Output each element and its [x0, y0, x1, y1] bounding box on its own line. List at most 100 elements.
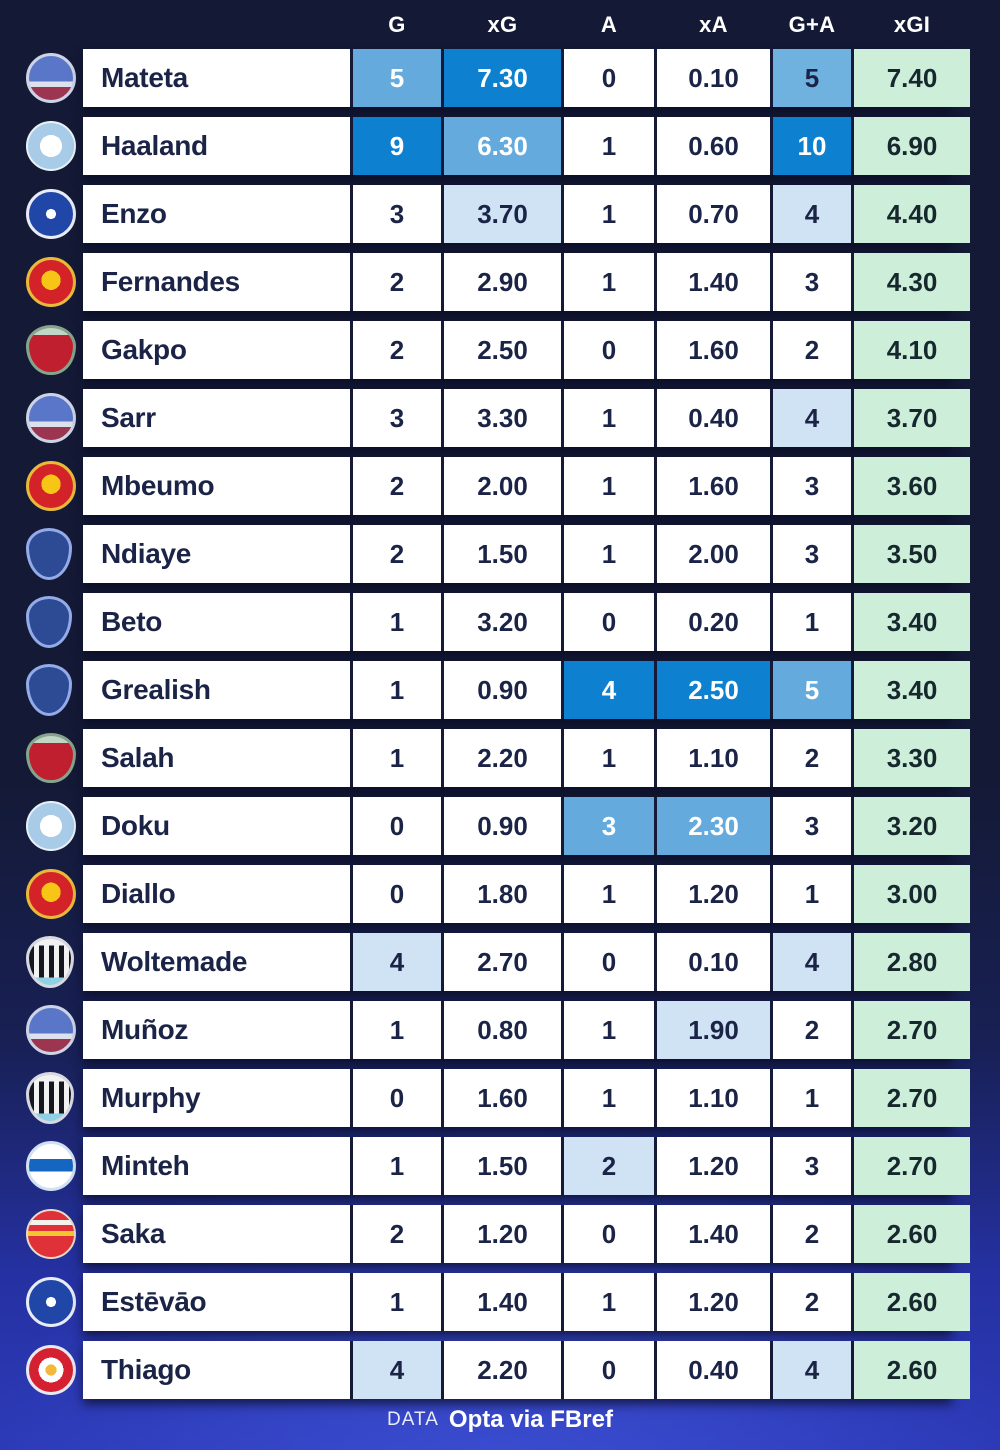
stat-xa: 0.10: [657, 49, 770, 107]
stat-g: 5: [353, 49, 441, 107]
stat-xg: 2.20: [444, 729, 561, 787]
stat-a: 0: [564, 1205, 654, 1263]
data-credit-label: DATA: [387, 1409, 439, 1430]
stat-xgi: 7.40: [854, 49, 970, 107]
newcastle-crest-icon: [26, 936, 74, 988]
man-city-crest-icon: [26, 121, 76, 171]
stat-g: 1: [353, 729, 441, 787]
player-name: Grealish: [83, 661, 350, 719]
stat-g: 2: [353, 1205, 441, 1263]
player-name: Mateta: [83, 49, 350, 107]
liverpool-crest-icon: [26, 325, 76, 375]
stat-xgi: 3.40: [854, 593, 970, 651]
stat-a: 0: [564, 933, 654, 991]
stat-g: 3: [353, 185, 441, 243]
stat-ga: 2: [773, 729, 851, 787]
club-logo-cell: [20, 1072, 83, 1124]
stat-xg: 2.70: [444, 933, 561, 991]
stat-xg: 1.50: [444, 525, 561, 583]
stat-a: 1: [564, 525, 654, 583]
stat-xg: 0.90: [444, 797, 561, 855]
table-row: Woltemade 4 2.70 0 0.10 4 2.80: [20, 933, 980, 991]
club-logo-cell: [20, 1345, 83, 1395]
player-name: Salah: [83, 729, 350, 787]
stat-ga: 5: [773, 661, 851, 719]
man-city-crest-icon: [26, 801, 76, 851]
stat-a: 1: [564, 117, 654, 175]
stat-xgi: 3.40: [854, 661, 970, 719]
stat-a: 1: [564, 1273, 654, 1331]
player-name: Beto: [83, 593, 350, 651]
player-name: Woltemade: [83, 933, 350, 991]
player-name: Enzo: [83, 185, 350, 243]
table-body: Mateta 5 7.30 0 0.10 5 7.40 Haaland 9 6.30 1 0.60 10…: [20, 49, 980, 1399]
stat-xgi: 2.60: [854, 1341, 970, 1399]
club-logo-cell: [20, 121, 83, 171]
arsenal-crest-icon: [26, 1209, 76, 1259]
stat-ga: 3: [773, 457, 851, 515]
brighton-crest-icon: [26, 1141, 76, 1191]
club-logo-cell: [20, 257, 83, 307]
table-row: Minteh 1 1.50 2 1.20 3 2.70: [20, 1137, 980, 1195]
stat-xgi: 2.70: [854, 1001, 970, 1059]
everton-crest-icon: [26, 664, 72, 716]
stat-g: 3: [353, 389, 441, 447]
stat-g: 2: [353, 457, 441, 515]
stat-xa: 1.10: [657, 729, 770, 787]
club-logo-cell: [20, 1277, 83, 1327]
stat-a: 2: [564, 1137, 654, 1195]
everton-crest-icon: [26, 596, 72, 648]
stat-xg: 1.60: [444, 1069, 561, 1127]
man-utd-crest-icon: [26, 869, 76, 919]
stat-xg: 0.80: [444, 1001, 561, 1059]
stat-ga: 3: [773, 1137, 851, 1195]
stat-xa: 1.20: [657, 1137, 770, 1195]
stat-ga: 4: [773, 1341, 851, 1399]
header-col-ga: G+A: [788, 12, 836, 37]
stat-xgi: 3.00: [854, 865, 970, 923]
stat-xa: 1.40: [657, 1205, 770, 1263]
stat-xg: 1.40: [444, 1273, 561, 1331]
stat-ga: 2: [773, 1273, 851, 1331]
player-name: Gakpo: [83, 321, 350, 379]
stat-xa: 0.60: [657, 117, 770, 175]
club-logo-cell: [20, 461, 83, 511]
stat-a: 1: [564, 1001, 654, 1059]
club-logo-cell: [20, 936, 83, 988]
stat-g: 9: [353, 117, 441, 175]
stat-xg: 2.50: [444, 321, 561, 379]
stat-xgi: 2.60: [854, 1205, 970, 1263]
table-row: Sarr 3 3.30 1 0.40 4 3.70: [20, 389, 980, 447]
header-col-xg: xG: [487, 12, 518, 37]
stat-xgi: 3.60: [854, 457, 970, 515]
stat-xg: 1.50: [444, 1137, 561, 1195]
player-name: Estēvāo: [83, 1273, 350, 1331]
stat-xgi: 2.60: [854, 1273, 970, 1331]
club-logo-cell: [20, 325, 83, 375]
table-row: Mbeumo 2 2.00 1 1.60 3 3.60: [20, 457, 980, 515]
table-row: Thiago 4 2.20 0 0.40 4 2.60: [20, 1341, 980, 1399]
stat-xa: 0.10: [657, 933, 770, 991]
stat-xa: 0.20: [657, 593, 770, 651]
table-row: Ndiaye 2 1.50 1 2.00 3 3.50: [20, 525, 980, 583]
table-row: Haaland 9 6.30 1 0.60 10 6.90: [20, 117, 980, 175]
stat-a: 0: [564, 49, 654, 107]
stat-g: 2: [353, 253, 441, 311]
stat-a: 1: [564, 457, 654, 515]
stat-ga: 5: [773, 49, 851, 107]
stat-ga: 2: [773, 1205, 851, 1263]
table-row: Diallo 0 1.80 1 1.20 1 3.00: [20, 865, 980, 923]
stat-xg: 7.30: [444, 49, 561, 107]
stat-xg: 2.00: [444, 457, 561, 515]
chelsea-crest-icon: [26, 1277, 76, 1327]
stat-xgi: 4.30: [854, 253, 970, 311]
table-row: Gakpo 2 2.50 0 1.60 2 4.10: [20, 321, 980, 379]
player-name: Mbeumo: [83, 457, 350, 515]
stat-ga: 2: [773, 1001, 851, 1059]
player-name: Haaland: [83, 117, 350, 175]
stat-a: 3: [564, 797, 654, 855]
stat-ga: 3: [773, 525, 851, 583]
stat-xa: 1.20: [657, 865, 770, 923]
stat-xgi: 3.20: [854, 797, 970, 855]
stat-xgi: 2.80: [854, 933, 970, 991]
